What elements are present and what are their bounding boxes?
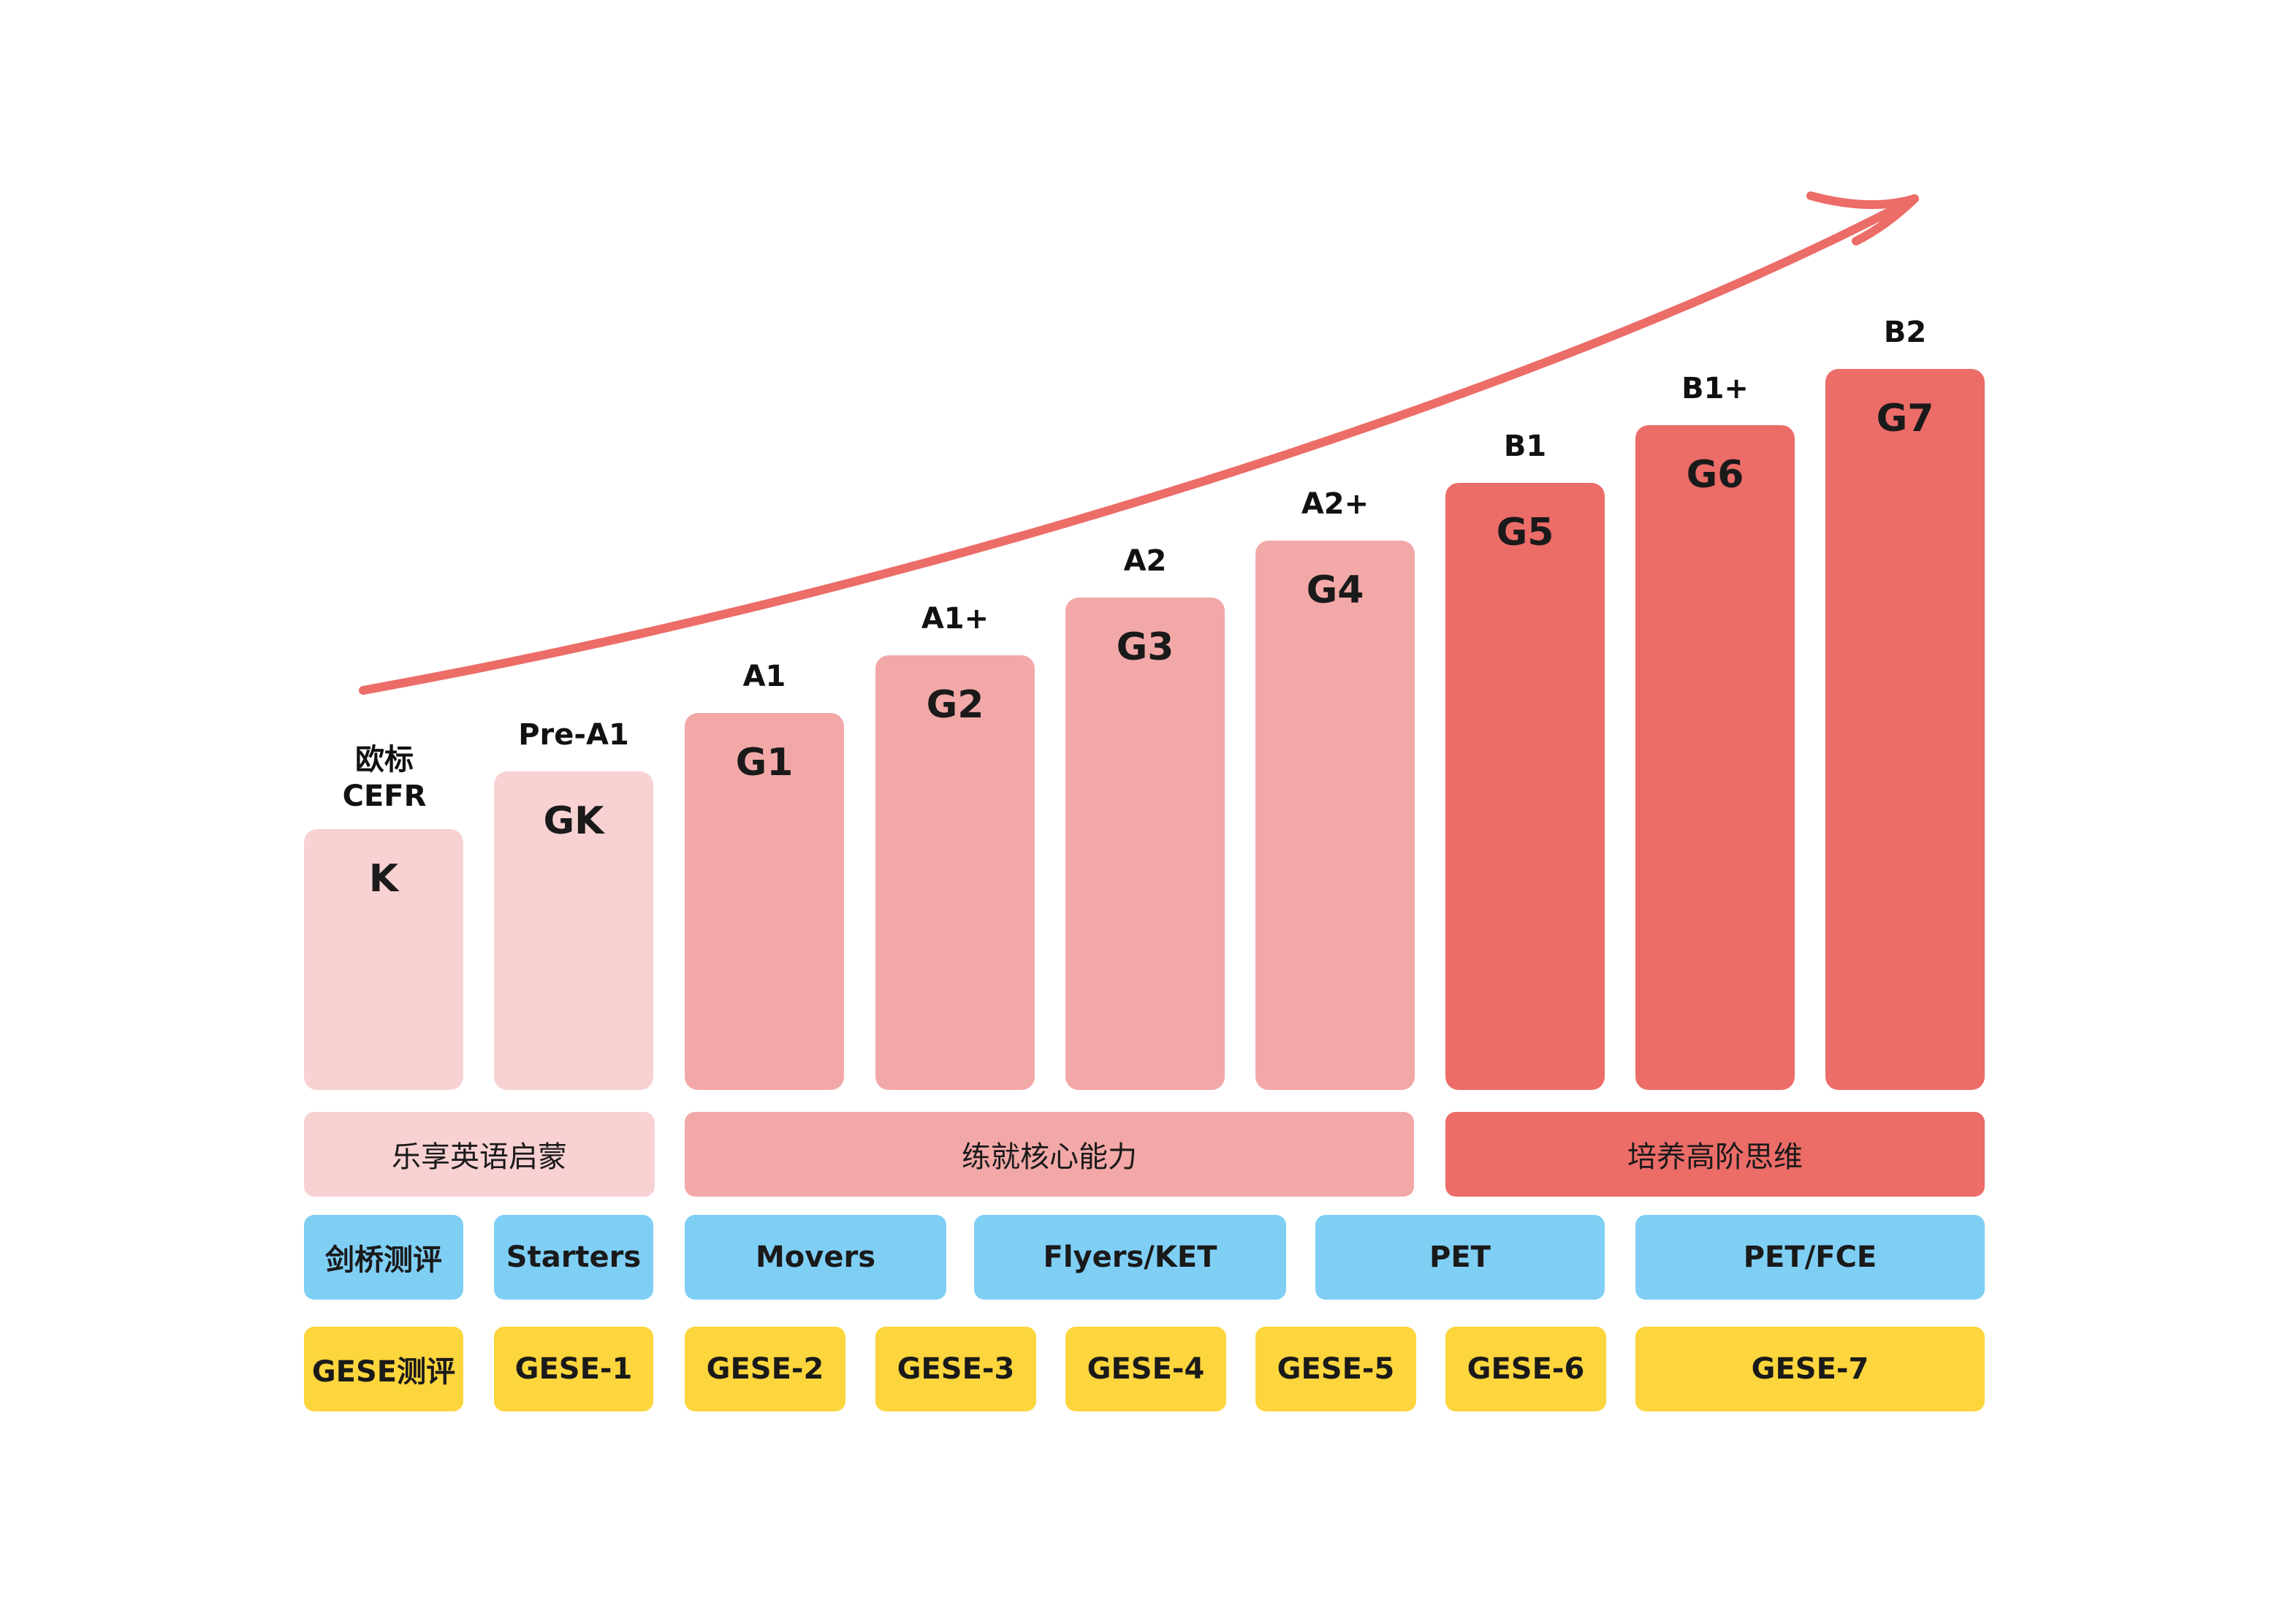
cambridge-exam-pill: Flyers/KET bbox=[974, 1215, 1286, 1300]
cefr-header-line-2: CEFR bbox=[342, 779, 427, 813]
gese-exam-pill: GESE-2 bbox=[685, 1327, 845, 1411]
cambridge-exam-pill: PET/FCE bbox=[1635, 1215, 1985, 1300]
cefr-level-label: B1+ bbox=[1681, 372, 1749, 405]
grade-label: GK bbox=[543, 799, 604, 843]
grade-bar-g6: G6 bbox=[1635, 425, 1795, 1090]
grade-bar-g1: G1 bbox=[685, 713, 844, 1090]
grade-bar-gk: GK bbox=[494, 771, 653, 1090]
cambridge-exam-pill: PET bbox=[1315, 1215, 1605, 1300]
grade-bar-g7: G7 bbox=[1825, 369, 1985, 1090]
growth-arrow-head bbox=[1806, 191, 1919, 245]
cefr-level-label: Pre-A1 bbox=[518, 718, 629, 752]
cambridge-exam-pill: 剑桥测评 bbox=[304, 1215, 463, 1300]
cefr-level-label: A2 bbox=[1123, 544, 1167, 578]
grade-label: G6 bbox=[1686, 453, 1744, 497]
grade-label: G3 bbox=[1116, 625, 1174, 669]
grade-bar-g4: G4 bbox=[1255, 541, 1415, 1090]
stage-pill: 培养高阶思维 bbox=[1445, 1112, 1985, 1197]
gese-exam-pill: GESE-4 bbox=[1065, 1327, 1226, 1411]
grade-bar-g2: G2 bbox=[875, 655, 1035, 1090]
grade-bar-g5: G5 bbox=[1445, 483, 1605, 1090]
cambridge-exam-pill: Starters bbox=[494, 1215, 653, 1300]
cambridge-exam-pill: Movers bbox=[685, 1215, 946, 1300]
cefr-header-label: 欧标 CEFR bbox=[304, 741, 465, 815]
gese-exam-pill: GESE-7 bbox=[1635, 1327, 1985, 1411]
gese-exam-pill: GESE-5 bbox=[1255, 1327, 1416, 1411]
stage-pill: 练就核心能力 bbox=[685, 1112, 1414, 1197]
grade-label: G4 bbox=[1306, 568, 1364, 612]
growth-arrow-curve bbox=[359, 194, 1919, 695]
stage-pill: 乐享英语启蒙 bbox=[304, 1112, 655, 1197]
cefr-level-label: B1 bbox=[1503, 430, 1547, 463]
cefr-level-label: B2 bbox=[1883, 316, 1927, 349]
gese-exam-pill: GESE-1 bbox=[494, 1327, 653, 1411]
cefr-header-line-1: 欧标 bbox=[355, 743, 414, 777]
grade-label: G5 bbox=[1496, 511, 1554, 554]
grade-label: K bbox=[368, 857, 399, 901]
gese-exam-pill: GESE测评 bbox=[304, 1327, 463, 1411]
grade-bar-k: K bbox=[304, 829, 463, 1090]
gese-exam-pill: GESE-3 bbox=[875, 1327, 1036, 1411]
grade-label: G1 bbox=[735, 741, 794, 785]
gese-exam-pill: GESE-6 bbox=[1445, 1327, 1606, 1411]
cefr-level-label: A2+ bbox=[1301, 487, 1369, 521]
cefr-level-label: A1 bbox=[742, 660, 786, 693]
grade-bar-g3: G3 bbox=[1065, 598, 1225, 1090]
grade-label: G2 bbox=[926, 683, 984, 727]
cefr-level-label: A1+ bbox=[921, 602, 989, 636]
grade-label: G7 bbox=[1876, 397, 1934, 441]
